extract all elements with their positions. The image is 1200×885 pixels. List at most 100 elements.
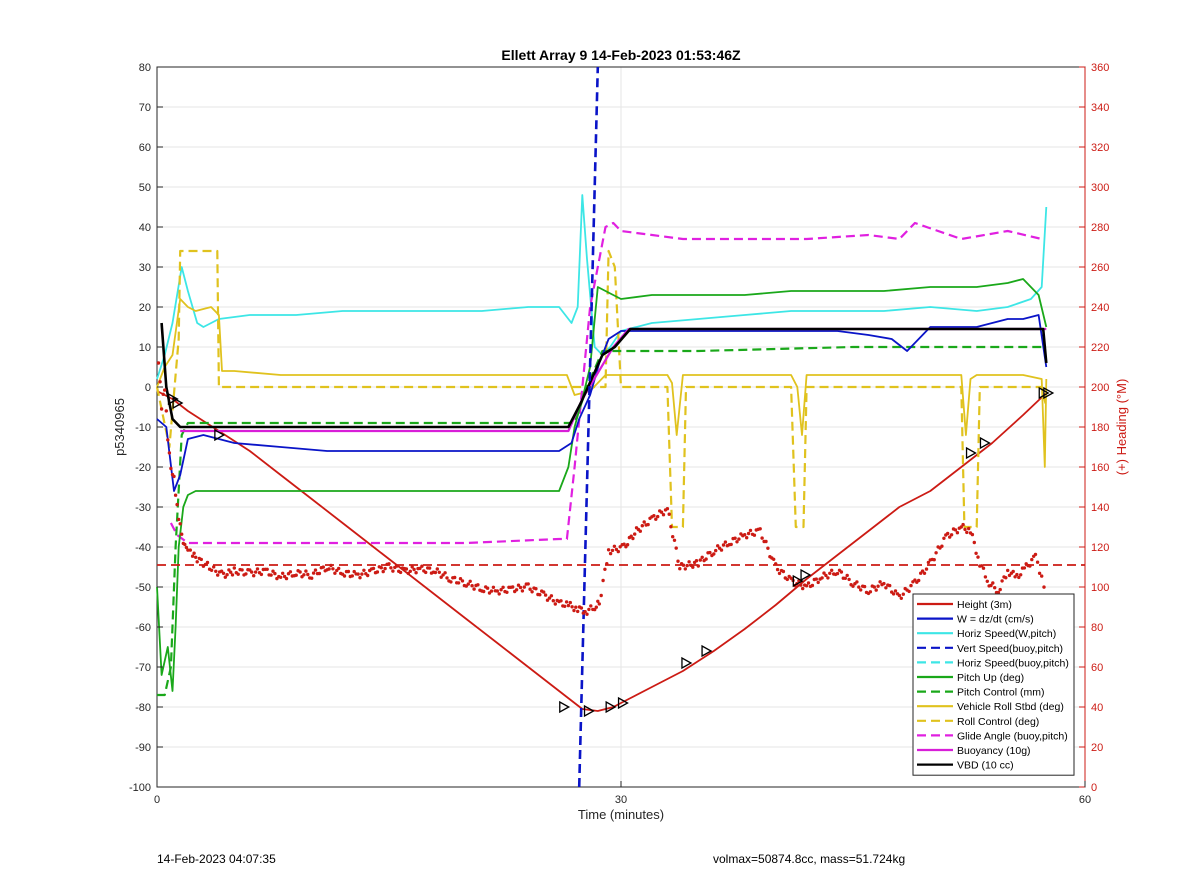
x-tick-label: 30 (615, 794, 627, 806)
footer-timestamp: 14-Feb-2023 04:07:35 (157, 852, 276, 866)
y-tick-label: 20 (139, 302, 151, 314)
heading-point (379, 566, 383, 570)
heading-point (1015, 572, 1019, 577)
heading-point (302, 573, 306, 577)
heading-point (391, 569, 395, 573)
heading-point (748, 528, 753, 533)
heading-point (876, 584, 880, 588)
heading-point (360, 572, 364, 576)
series-roll (156, 298, 1048, 468)
heading-point (901, 592, 905, 596)
heading-point (356, 572, 360, 576)
heading-point (678, 567, 682, 571)
heading-point (572, 608, 576, 613)
heading-point (482, 589, 486, 594)
heading-point (963, 527, 967, 532)
y2-tick-label: 200 (1091, 382, 1109, 394)
y-tick-label: 30 (139, 262, 151, 274)
heading-point (942, 536, 946, 540)
footer-vehicle-info: volmax=50874.8cc, mass=51.724kg (713, 852, 906, 866)
heading-point (897, 593, 902, 598)
heading-point (766, 546, 770, 550)
heading-point (564, 600, 569, 604)
heading-point (814, 577, 818, 581)
heading-point (605, 562, 609, 566)
heading-point (661, 513, 666, 517)
heading-point (733, 536, 737, 540)
heading-point (158, 380, 162, 384)
heading-point (845, 573, 849, 578)
heading-point (375, 570, 380, 574)
heading-point (528, 587, 532, 591)
y2-tick-label: 340 (1091, 102, 1109, 114)
heading-point (622, 542, 626, 546)
heading-point (472, 587, 476, 591)
heading-point (601, 578, 605, 583)
y2-tick-label: 180 (1091, 422, 1109, 434)
heading-point (225, 573, 229, 577)
heading-point (704, 557, 708, 561)
heading-point (169, 466, 173, 471)
heading-point (610, 548, 615, 553)
heading-point (530, 590, 534, 594)
y2-tick-label: 300 (1091, 182, 1109, 194)
heading-point (993, 586, 997, 590)
heading-point (250, 570, 254, 574)
dive-marker (792, 574, 804, 588)
heading-point (491, 585, 496, 589)
heading-point (175, 502, 179, 507)
x-tick-label: 0 (154, 794, 160, 806)
heading-point (659, 510, 664, 514)
heading-point (164, 409, 168, 413)
legend-box (912, 593, 1075, 776)
heading-point (252, 574, 256, 578)
heading-point (955, 531, 960, 535)
heading-point (437, 570, 441, 574)
heading-point (166, 438, 170, 442)
heading-layer (156, 361, 1085, 616)
heading-point (909, 583, 913, 588)
heading-point (229, 570, 233, 574)
heading-point (828, 571, 832, 575)
heading-point (352, 569, 356, 574)
y-tick-label: 10 (139, 342, 151, 354)
heading-point (173, 493, 178, 497)
heading-point (625, 543, 630, 547)
heading-point (579, 606, 584, 610)
heading-point (884, 586, 888, 590)
heading-point (874, 588, 878, 592)
heading-point (362, 568, 366, 572)
heading-point (674, 546, 678, 550)
heading-point (156, 361, 161, 365)
heading-point (862, 584, 867, 589)
heading-point (691, 565, 695, 569)
heading-point (714, 548, 718, 553)
y-tick-label: 0 (145, 382, 151, 394)
heading-point (230, 573, 235, 577)
heading-point (638, 529, 642, 533)
heading-point (631, 536, 635, 541)
y2-tick-label: 60 (1091, 662, 1103, 674)
heading-point (329, 563, 333, 568)
x-axis: 0 30 60 (154, 781, 1091, 806)
heading-point (466, 582, 470, 586)
heading-point (453, 575, 457, 580)
heading-point (398, 570, 403, 575)
heading-point (449, 580, 453, 584)
y-tick-label: -10 (135, 422, 151, 434)
dive-marker (965, 446, 977, 460)
heading-point (671, 535, 675, 539)
dive-marker (559, 700, 571, 714)
legend-entry: Roll Control (deg) (957, 716, 1039, 728)
y-tick-label: -90 (135, 742, 151, 754)
heading-point (878, 580, 882, 584)
heading-point (681, 563, 686, 567)
heading-point (195, 560, 199, 564)
heading-point (612, 544, 617, 548)
heading-point (350, 574, 354, 578)
heading-point (163, 388, 167, 392)
heading-point (538, 593, 542, 597)
heading-point (934, 551, 938, 555)
heading-point (188, 548, 192, 552)
heading-point (646, 522, 650, 527)
